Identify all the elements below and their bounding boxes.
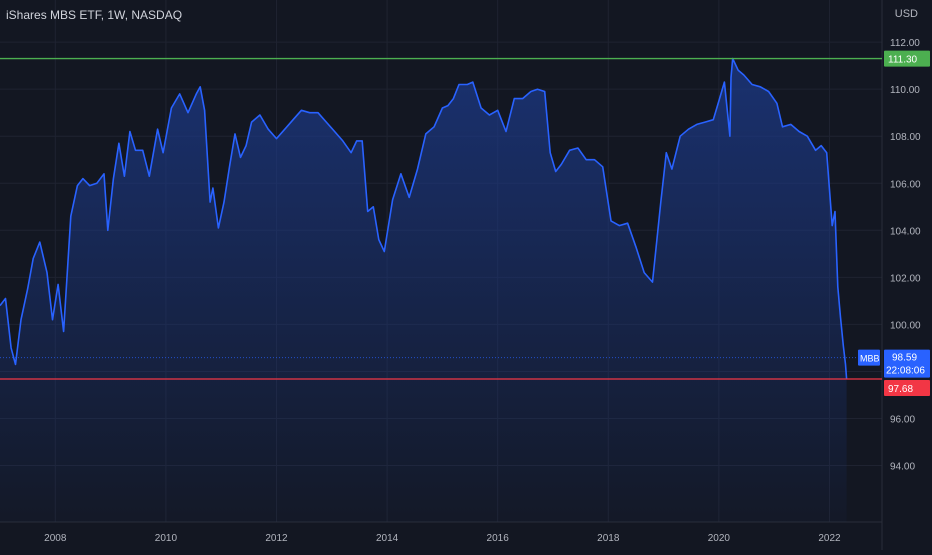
y-tick-label: 104.00 (890, 226, 921, 237)
support-price-label: 97.68 (888, 384, 913, 395)
currency-label[interactable]: USD (894, 8, 918, 20)
x-tick-label: 2012 (265, 533, 288, 544)
y-tick-label: 108.00 (890, 132, 921, 143)
y-tick-label: 94.00 (890, 462, 915, 473)
series-line-mbb (0, 57, 848, 380)
chart-title: iShares MBS ETF, 1W, NASDAQ (6, 8, 183, 22)
series-area-fill (0, 58, 847, 522)
x-tick-label: 2018 (597, 533, 620, 544)
x-tick-label: 2022 (818, 533, 841, 544)
resistance-price-tag (884, 50, 930, 67)
x-tick-label: 2008 (44, 533, 67, 544)
y-tick-label: 100.00 (890, 320, 921, 331)
symbol-label: MBB (860, 354, 880, 364)
x-tick-label: 2014 (376, 533, 399, 544)
y-tick-label: 96.00 (890, 414, 915, 425)
x-tick-label: 2016 (487, 533, 510, 544)
resistance-price-label: 111.30 (888, 55, 918, 66)
last-price-tag (884, 349, 930, 378)
bar-countdown-label: 22:08:06 (886, 366, 925, 377)
y-tick-label: 110.00 (890, 85, 920, 96)
support-price-tag (884, 379, 930, 396)
x-tick-label: 2010 (155, 533, 178, 544)
y-tick-label: 102.00 (890, 273, 921, 284)
symbol-tag (858, 349, 880, 366)
y-tick-label: 112.00 (890, 38, 920, 49)
y-tick-label: 106.00 (890, 179, 921, 190)
last-price-label: 98.59 (892, 353, 917, 364)
x-tick-label: 2020 (708, 533, 731, 544)
